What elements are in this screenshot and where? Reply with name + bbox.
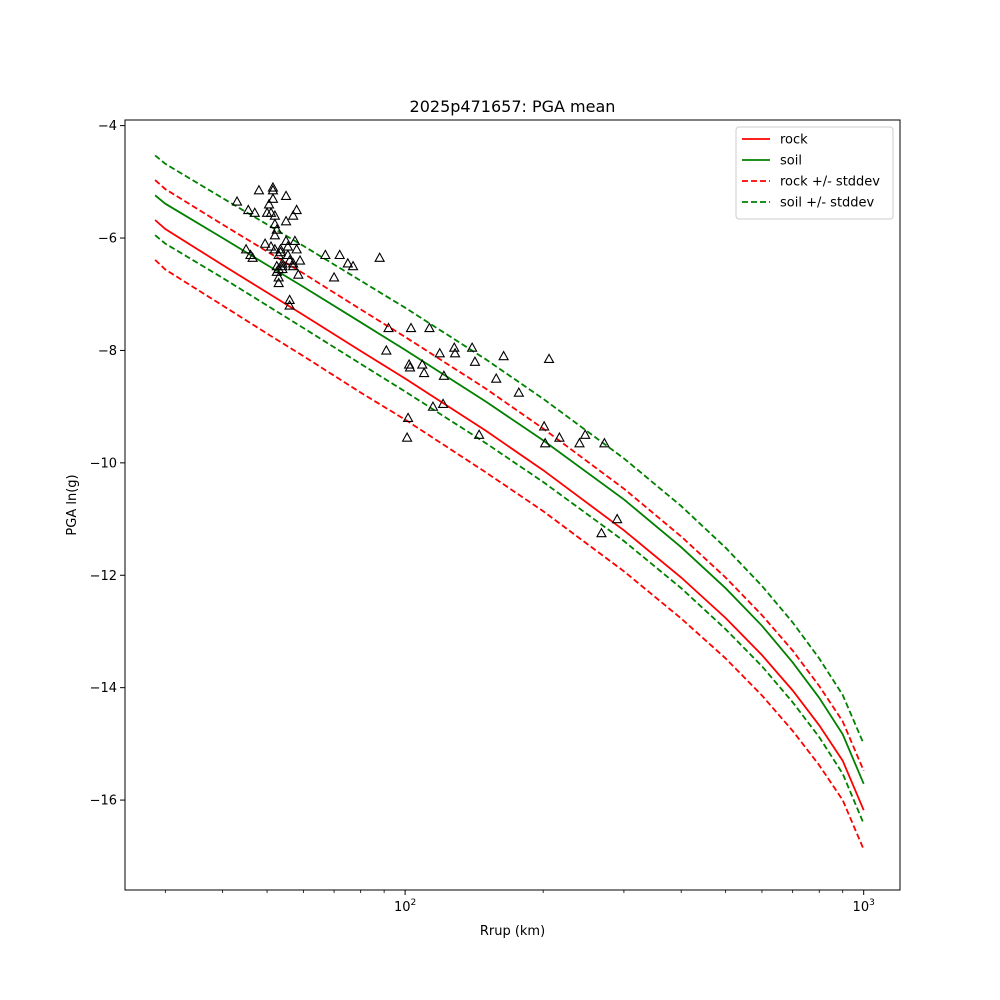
observation-point: [265, 207, 277, 217]
observation-point: [275, 243, 286, 254]
series-line-rock-stddev-2: [154, 179, 865, 772]
observation-point: [449, 347, 461, 358]
observation-point: [424, 322, 435, 333]
observation-point: [269, 229, 281, 240]
observation-point: [416, 358, 428, 369]
observation-point: [438, 370, 450, 380]
observation-point: [490, 372, 502, 383]
y-tick-label: −14: [90, 681, 117, 696]
observation-point: [401, 431, 413, 442]
series-line-soil-1: [154, 194, 865, 785]
observation-point: [598, 437, 610, 448]
observation-point: [265, 240, 277, 251]
observation-point: [284, 294, 296, 305]
y-tick-label: −12: [90, 569, 117, 584]
y-tick-label: −8: [98, 344, 117, 359]
observation-point: [579, 429, 591, 439]
observation-point: [280, 190, 292, 201]
observation-point: [273, 277, 285, 288]
observation-point: [543, 353, 555, 364]
x-tick-label: 102: [394, 898, 416, 915]
series-line-rock-stddev-3: [154, 259, 865, 850]
observation-point: [596, 527, 607, 538]
observation-point: [469, 356, 481, 366]
observation-point: [473, 429, 485, 439]
observation-point: [280, 215, 292, 226]
series-line-soil-stddev-5: [154, 234, 865, 825]
observation-point: [259, 238, 271, 248]
legend-label: rock +/- stddev: [780, 175, 880, 190]
observation-point: [342, 257, 354, 268]
x-axis-label: Rrup (km): [480, 924, 545, 939]
observation-point: [319, 249, 331, 260]
observation-point: [240, 243, 252, 254]
x-tick-label: 103: [853, 898, 875, 915]
observation-point: [273, 271, 285, 282]
observation-point: [427, 401, 439, 411]
legend: rock soil rock +/- stddev soil +/- stddev: [735, 126, 894, 220]
observation-point: [269, 243, 281, 254]
y-axis-ticks: −16 −14 −12 −10 −8 −6 −4: [90, 119, 125, 809]
observation-point: [263, 198, 275, 209]
observation-point: [402, 412, 414, 423]
y-tick-label: −6: [98, 232, 117, 247]
observation-point: [249, 207, 261, 217]
legend-box: [735, 126, 894, 220]
observation-point: [275, 246, 286, 257]
y-tick-label: −10: [90, 456, 117, 471]
legend-label: soil +/- stddev: [780, 196, 875, 211]
plot-frame: [124, 119, 901, 891]
observation-point: [383, 322, 394, 333]
legend-label: soil: [780, 154, 802, 169]
observation-point: [328, 271, 340, 282]
y-tick-label: −16: [90, 794, 117, 809]
observation-point: [574, 437, 585, 448]
observation-point: [253, 184, 265, 195]
observation-point: [334, 249, 346, 260]
observation-point: [513, 386, 525, 397]
observation-point: [287, 257, 299, 268]
legend-label: rock: [780, 133, 808, 148]
observation-point: [380, 344, 392, 355]
observation-point: [611, 513, 623, 524]
observation-point: [242, 204, 254, 215]
observation-point: [539, 437, 551, 448]
observation-point: [437, 398, 449, 408]
observation-point: [231, 195, 243, 206]
observation-point: [498, 350, 510, 361]
observation-point: [404, 361, 416, 372]
chart-title: 2025p471657: PGA mean: [410, 97, 616, 116]
observation-point: [291, 243, 303, 254]
series-layer: [154, 154, 865, 850]
observation-point: [276, 257, 288, 268]
observation-point: [287, 209, 299, 220]
observation-point: [466, 341, 478, 352]
observation-point: [276, 260, 288, 271]
y-axis-label: PGA ln(g): [65, 474, 80, 535]
observation-point: [289, 235, 301, 245]
observation-point: [247, 252, 259, 262]
observation-point: [553, 431, 565, 442]
y-tick-label: −4: [98, 119, 117, 134]
observation-point: [291, 204, 303, 215]
observations-layer: [231, 181, 623, 538]
observation-point: [287, 260, 299, 271]
observation-point: [294, 254, 306, 265]
observation-point: [374, 252, 386, 262]
observation-point: [405, 322, 417, 333]
observation-point: [347, 260, 359, 271]
observation-point: [538, 420, 550, 431]
observation-point: [267, 193, 279, 203]
observation-point: [418, 367, 430, 378]
observation-point: [271, 223, 283, 234]
x-axis-ticks: 102 103: [164, 890, 875, 915]
observation-point: [434, 347, 446, 358]
series-line-rock-0: [154, 219, 865, 811]
observation-point: [284, 299, 296, 310]
observation-point: [267, 181, 279, 192]
observation-point: [276, 263, 288, 274]
observation-point: [292, 268, 304, 279]
